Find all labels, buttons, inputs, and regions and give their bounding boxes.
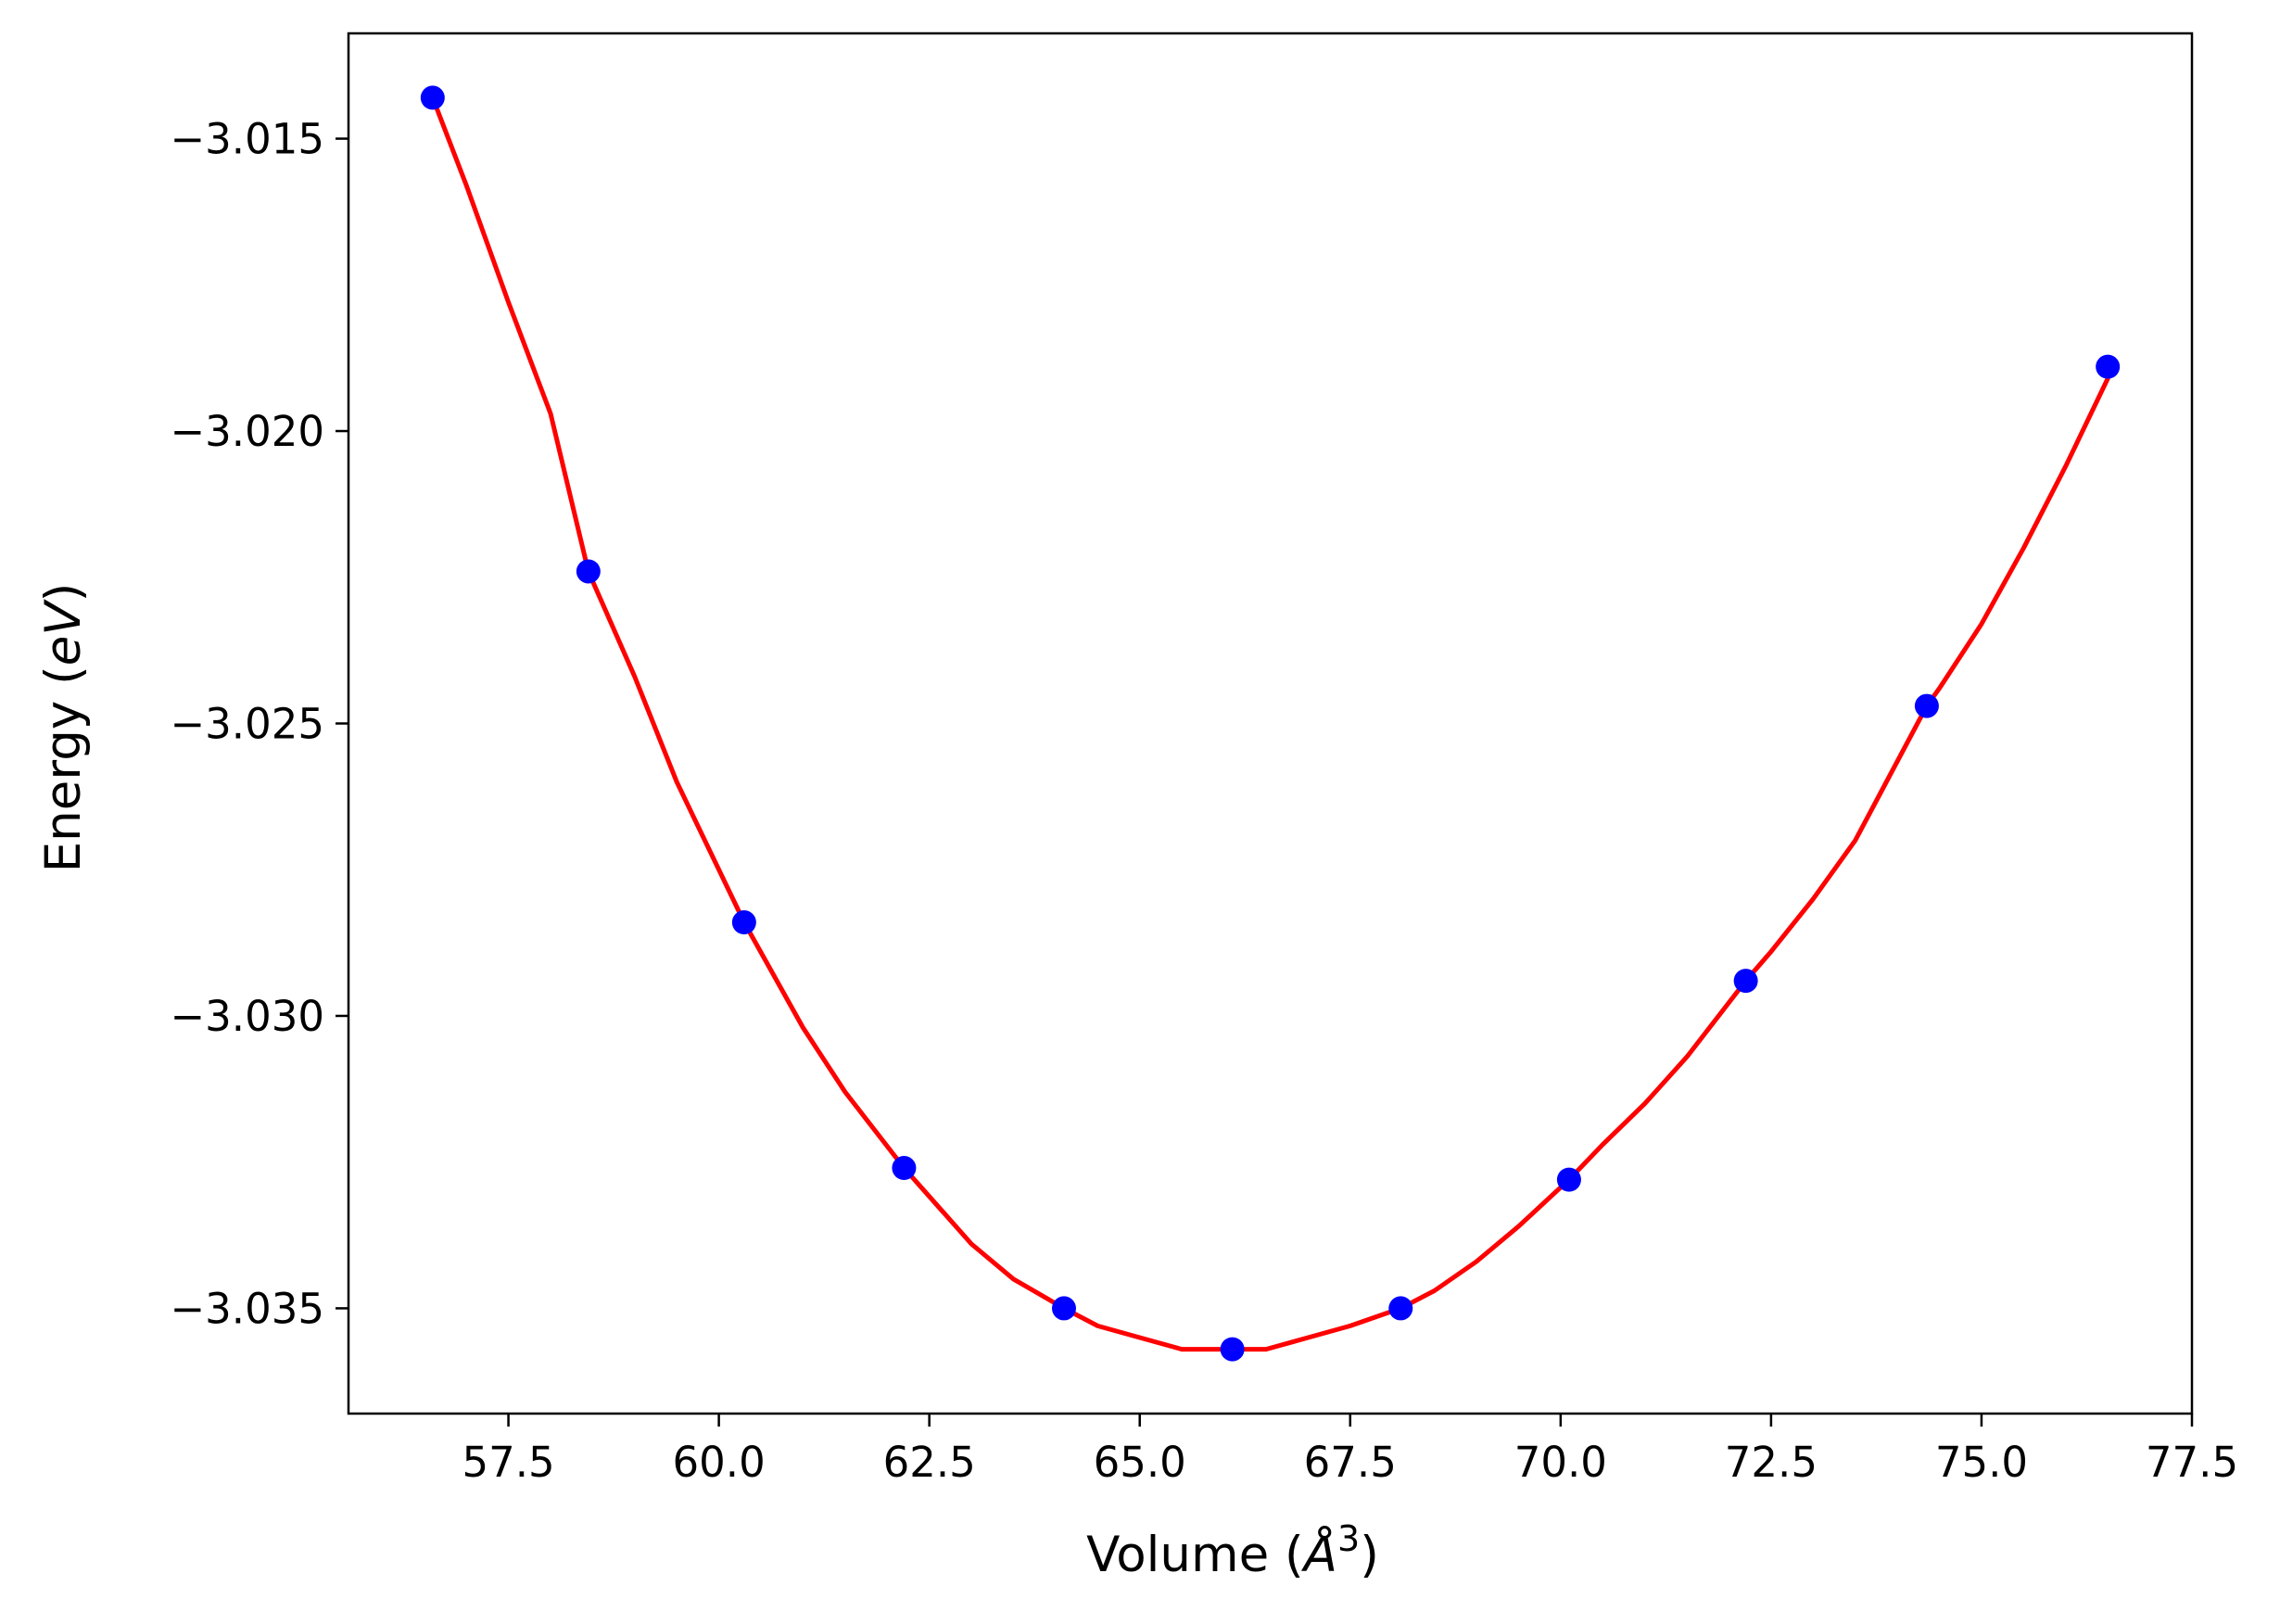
data-point-6 [1220, 1337, 1245, 1362]
data-point-2 [576, 559, 601, 584]
data-point-9 [1733, 969, 1758, 994]
x-tick-label: 62.5 [883, 1438, 976, 1487]
x-axis-label: Volume (Å3) [1086, 1518, 1379, 1583]
data-point-4 [892, 1156, 917, 1181]
plot-area [420, 85, 2121, 1362]
y-tick-label: −3.025 [170, 700, 324, 749]
data-point-10 [1914, 693, 1939, 718]
y-tick-label: −3.020 [170, 407, 324, 456]
x-tick-label: 57.5 [462, 1438, 554, 1487]
y-axis-label: Energy (eV) [35, 583, 92, 873]
y-tick-label: −3.015 [170, 115, 324, 164]
data-point-1 [420, 85, 445, 110]
data-point-3 [731, 910, 756, 935]
axes: 57.5 60.0 62.5 65.0 67.5 70.0 72.5 75.0 77.5 −3.0… [170, 32, 2238, 1487]
x-tick-label: 70.0 [1514, 1438, 1607, 1487]
x-tick-label: 77.5 [2146, 1438, 2238, 1487]
data-point-8 [1556, 1167, 1581, 1192]
x-tick-label: 60.0 [673, 1438, 766, 1487]
data-point-11 [2096, 354, 2121, 379]
y-tick-label: −3.035 [170, 1284, 324, 1333]
x-tick-label: 67.5 [1304, 1438, 1397, 1487]
data-point-7 [1388, 1296, 1413, 1321]
data-point-5 [1051, 1296, 1076, 1321]
y-tick-label: −3.030 [170, 992, 324, 1041]
x-tick-label: 65.0 [1094, 1438, 1186, 1487]
x-tick-label: 75.0 [1935, 1438, 2028, 1487]
x-tick-label: 72.5 [1725, 1438, 1818, 1487]
fit-curve-line [430, 95, 2110, 1352]
